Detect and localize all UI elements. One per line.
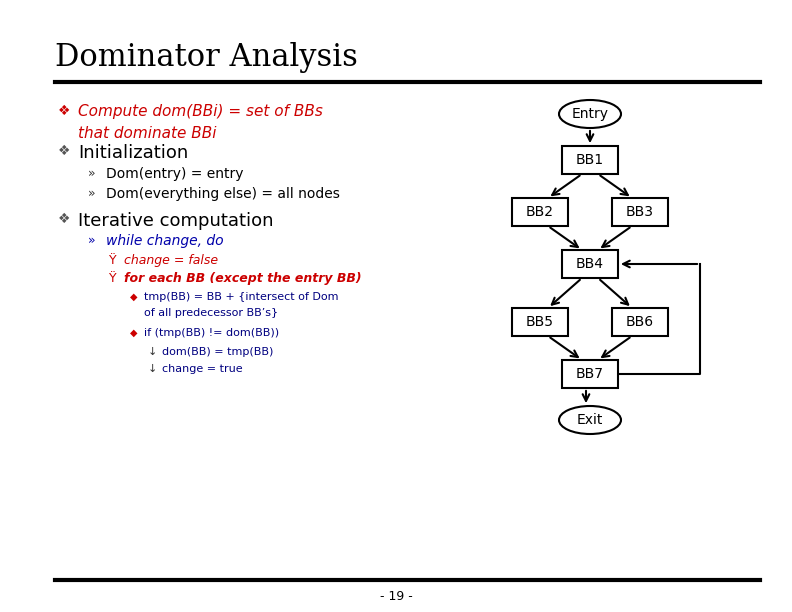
- Text: ↓: ↓: [148, 364, 158, 374]
- FancyBboxPatch shape: [612, 308, 668, 336]
- Text: Compute dom(BBi) = set of BBs: Compute dom(BBi) = set of BBs: [78, 104, 323, 119]
- Text: dom(BB) = tmp(BB): dom(BB) = tmp(BB): [162, 347, 273, 357]
- Text: BB6: BB6: [626, 315, 654, 329]
- Text: if (tmp(BB) != dom(BB)): if (tmp(BB) != dom(BB)): [144, 328, 279, 338]
- Text: Dominator Analysis: Dominator Analysis: [55, 42, 358, 73]
- Text: for each BB (except the entry BB): for each BB (except the entry BB): [124, 272, 362, 285]
- Text: BB5: BB5: [526, 315, 554, 329]
- FancyBboxPatch shape: [562, 146, 618, 174]
- Text: BB2: BB2: [526, 205, 554, 219]
- Text: BB3: BB3: [626, 205, 654, 219]
- Ellipse shape: [559, 100, 621, 128]
- FancyBboxPatch shape: [512, 198, 568, 226]
- FancyBboxPatch shape: [512, 308, 568, 336]
- Text: while change, do: while change, do: [106, 234, 223, 248]
- Text: change = false: change = false: [124, 254, 218, 267]
- Text: of all predecessor BB’s}: of all predecessor BB’s}: [144, 308, 278, 318]
- Text: BB4: BB4: [576, 257, 604, 271]
- FancyBboxPatch shape: [562, 360, 618, 388]
- Text: Ÿ: Ÿ: [108, 272, 116, 285]
- Text: ❖: ❖: [58, 212, 70, 226]
- Text: BB7: BB7: [576, 367, 604, 381]
- Text: - 19 -: - 19 -: [379, 589, 413, 602]
- Text: Dom(entry) = entry: Dom(entry) = entry: [106, 167, 243, 181]
- Text: Entry: Entry: [572, 107, 608, 121]
- Text: ❖: ❖: [58, 104, 70, 118]
- Text: BB1: BB1: [576, 153, 604, 167]
- Text: Ÿ: Ÿ: [108, 254, 116, 267]
- FancyBboxPatch shape: [612, 198, 668, 226]
- Text: ◆: ◆: [130, 292, 138, 302]
- Text: tmp(BB) = BB + {intersect of Dom: tmp(BB) = BB + {intersect of Dom: [144, 292, 338, 302]
- Text: »: »: [88, 167, 96, 180]
- Text: Initialization: Initialization: [78, 144, 188, 162]
- Text: ↓: ↓: [148, 347, 158, 357]
- FancyBboxPatch shape: [562, 250, 618, 278]
- Text: that dominate BBi: that dominate BBi: [78, 126, 216, 141]
- Text: ◆: ◆: [130, 328, 138, 338]
- Text: ❖: ❖: [58, 144, 70, 158]
- Text: »: »: [88, 187, 96, 200]
- Text: Iterative computation: Iterative computation: [78, 212, 273, 230]
- Text: Dom(everything else) = all nodes: Dom(everything else) = all nodes: [106, 187, 340, 201]
- Ellipse shape: [559, 406, 621, 434]
- Text: change = true: change = true: [162, 364, 242, 374]
- Text: Exit: Exit: [577, 413, 604, 427]
- Text: »: »: [88, 234, 96, 247]
